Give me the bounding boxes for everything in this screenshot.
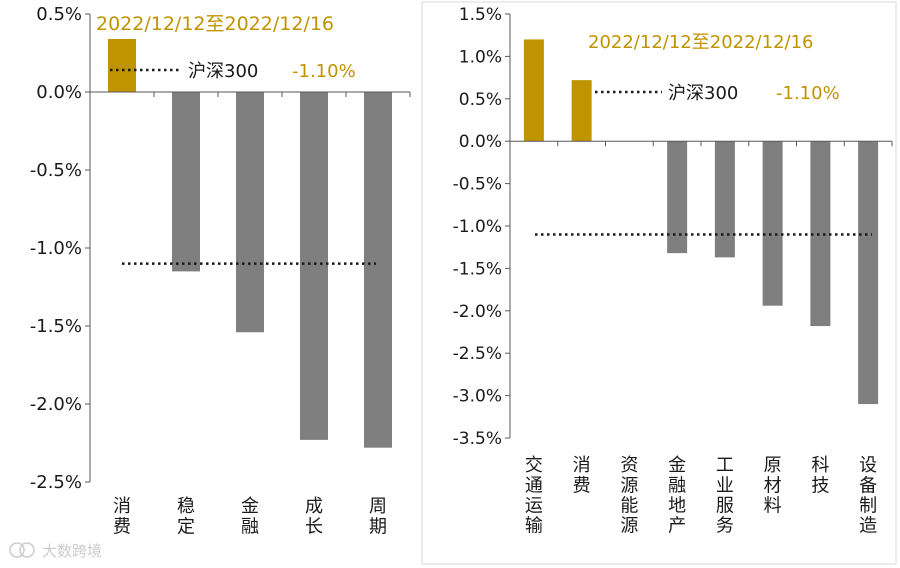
category-label: 周期 [369, 496, 387, 537]
watermark-logo-icon-2 [19, 542, 35, 558]
category-label: 设备制造 [859, 455, 877, 536]
legend-benchmark-value: -1.10% [776, 83, 840, 104]
bar-1 [523, 39, 544, 142]
category-label: 金融 [241, 496, 259, 537]
y-tick-label: -2.5% [453, 344, 502, 364]
y-tick-label: -1.5% [453, 259, 502, 279]
legend-benchmark-name: 沪深300 [668, 83, 738, 104]
y-tick-label: -2.0% [453, 302, 502, 322]
date-range-label: 2022/12/12至2022/12/16 [588, 32, 814, 53]
category-label: 资源能源 [620, 455, 638, 536]
bar-7 [810, 141, 831, 327]
y-tick-label: -1.0% [453, 217, 502, 237]
y-tick-label: 0.5% [459, 90, 502, 110]
bar-5 [364, 92, 392, 448]
y-tick-label: 0.0% [459, 132, 502, 152]
right-panel-border [421, 1, 897, 565]
watermark: 大数跨境 [9, 542, 102, 560]
y-tick-label: -2.0% [30, 394, 82, 415]
category-label: 消费 [113, 496, 131, 537]
category-label: 稳定 [177, 496, 195, 537]
category-label: 消费 [573, 455, 591, 496]
bar-2 [571, 80, 592, 142]
y-tick-label: 0.0% [36, 82, 82, 103]
bar-4 [667, 141, 688, 254]
y-tick-label: 1.0% [459, 47, 502, 67]
bar-2 [172, 92, 200, 272]
y-tick-label: -3.0% [453, 387, 502, 407]
right-chart: 1.5% 1.0% 0.5% 0.0% -0.5% -1.0% -1.5% -2.0% -2.5… [453, 5, 893, 537]
bar-6 [762, 141, 783, 306]
left-chart: 0.5% 0.0% -0.5% -1.0% -1.5% -2.0% -2.5% 消费 稳定 金融 成… [30, 4, 411, 537]
category-label: 科技 [811, 455, 829, 496]
y-tick-label: 0.5% [36, 4, 82, 25]
bar-1 [108, 38, 136, 92]
bar-4 [300, 92, 328, 440]
legend-benchmark-name: 沪深300 [188, 61, 258, 82]
bar-5 [714, 141, 735, 258]
y-tick-label: -2.5% [30, 472, 82, 493]
category-label: 交通运输 [525, 455, 543, 536]
category-label: 金融地产 [668, 455, 686, 536]
category-label: 成长 [305, 496, 323, 537]
y-tick-label: -1.0% [30, 238, 82, 259]
y-tick-label: 1.5% [459, 5, 502, 25]
y-tick-label: -1.5% [30, 316, 82, 337]
bar-3 [236, 92, 264, 333]
legend-benchmark-value: -1.10% [292, 61, 356, 82]
date-range-label: 2022/12/12至2022/12/16 [96, 13, 334, 35]
bar-8 [858, 141, 879, 405]
watermark-logo-icon [9, 542, 25, 558]
category-label: 原材料 [764, 455, 782, 516]
y-tick-label: -0.5% [453, 175, 502, 195]
y-tick-label: -0.5% [30, 160, 82, 181]
category-label: 工业服务 [716, 455, 734, 536]
y-tick-label: -3.5% [453, 429, 502, 449]
watermark-text: 大数跨境 [42, 542, 102, 560]
